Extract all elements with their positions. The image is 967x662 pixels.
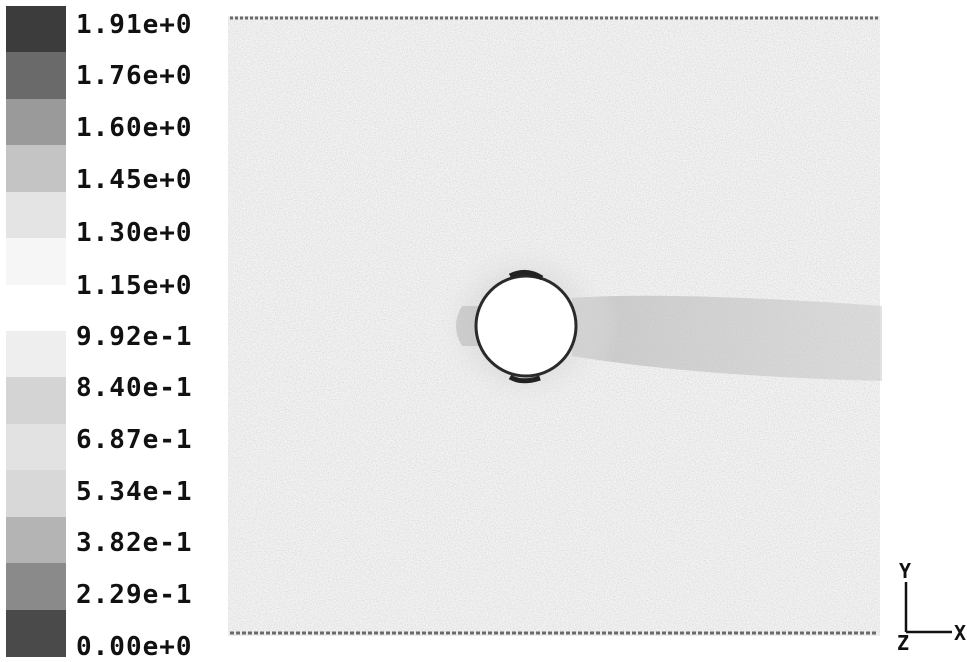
color-legend-band [6, 563, 66, 611]
x-axis-label: X [954, 621, 966, 645]
legend-label-4: 1.45e+0 [76, 165, 193, 195]
color-legend-band [6, 516, 66, 564]
y-axis-label: Y [899, 560, 911, 583]
color-legend-band [6, 284, 66, 332]
color-legend-band [6, 238, 66, 286]
legend-label-12: 2.29e-1 [76, 580, 193, 610]
color-legend-band [6, 145, 66, 193]
legend-label-11: 3.82e-1 [76, 528, 193, 558]
color-legend-band [6, 377, 66, 425]
color-legend-band [6, 52, 66, 100]
legend-label-2: 1.76e+0 [76, 61, 193, 91]
color-legend-band [6, 423, 66, 471]
legend-label-10: 5.34e-1 [76, 477, 193, 507]
legend-label-5: 1.30e+0 [76, 218, 193, 248]
color-legend-band [6, 609, 66, 657]
legend-label-8: 8.40e-1 [76, 373, 193, 403]
color-legend-band [6, 6, 66, 53]
cylinder [474, 274, 578, 378]
axis-triad: Y Z X [897, 560, 966, 655]
legend-label-3: 1.60e+0 [76, 113, 193, 143]
bottom-separation-mark [508, 374, 541, 384]
legend-label-13: 0.00e+0 [76, 632, 193, 662]
legend-label-9: 6.87e-1 [76, 425, 193, 455]
flow-contour-plot [228, 16, 882, 636]
legend-label-7: 9.92e-1 [76, 322, 193, 352]
color-legend-bar [6, 6, 66, 657]
legend-label-6: 1.15e+0 [76, 271, 193, 301]
legend-label-1: 1.91e+0 [76, 10, 193, 40]
color-legend-labels: 1.91e+0 1.76e+0 1.60e+0 1.45e+0 1.30e+0 … [76, 0, 226, 662]
z-axis-label: Z [897, 631, 909, 655]
upstream-shadow [456, 306, 480, 346]
color-legend-band [6, 98, 66, 146]
top-separation-mark [508, 270, 544, 281]
wake-region [572, 295, 882, 381]
color-legend-band [6, 331, 66, 378]
color-legend-band [6, 470, 66, 518]
color-legend-band [6, 191, 66, 239]
